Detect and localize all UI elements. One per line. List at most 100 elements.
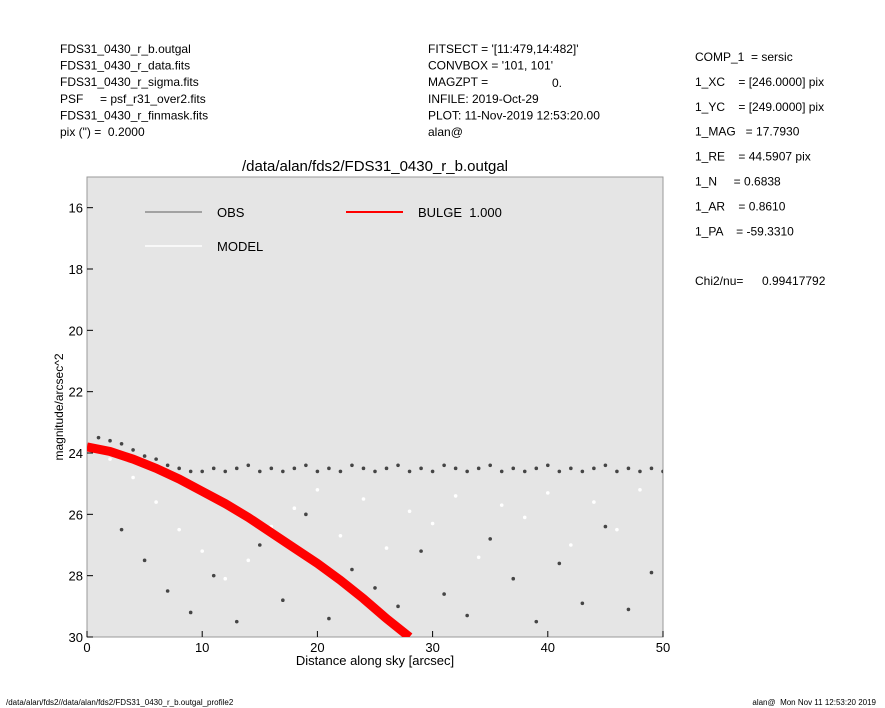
data-point xyxy=(177,527,181,532)
data-point xyxy=(258,543,262,547)
data-point xyxy=(442,463,446,468)
data-point xyxy=(119,442,124,446)
data-point xyxy=(453,466,458,471)
data-point xyxy=(534,466,539,471)
data-point xyxy=(419,466,423,471)
data-point xyxy=(592,500,596,504)
data-point xyxy=(546,463,550,468)
data-point xyxy=(258,469,262,474)
legend-label: MODEL xyxy=(217,239,263,254)
data-point xyxy=(211,466,216,471)
data-point xyxy=(615,469,619,474)
y-tick-label: 24 xyxy=(69,446,83,461)
data-point xyxy=(315,488,320,492)
data-point xyxy=(442,592,446,596)
data-point xyxy=(292,506,297,511)
data-point xyxy=(419,549,423,553)
data-point xyxy=(615,527,619,532)
data-point xyxy=(188,610,193,615)
header-middle-line: alan@ xyxy=(428,125,463,139)
header-left-line: FDS31_0430_r_sigma.fits xyxy=(60,75,199,89)
data-point xyxy=(108,438,112,443)
footer-left: /data/alan/fds2//data/alan/fds2/FDS31_04… xyxy=(6,698,234,707)
data-point xyxy=(407,469,412,474)
data-point xyxy=(246,558,251,563)
data-point xyxy=(569,543,573,547)
data-point xyxy=(154,500,158,504)
header-right-line: 1_RE = 44.5907 pix xyxy=(695,150,811,164)
chart-title: /data/alan/fds2/FDS31_0430_r_b.outgal xyxy=(242,158,508,175)
data-point xyxy=(557,561,562,566)
data-point xyxy=(211,573,216,578)
data-point xyxy=(488,463,493,468)
data-point xyxy=(350,567,354,572)
legend-label: BULGE 1.000 xyxy=(418,205,502,220)
data-point xyxy=(499,469,504,474)
data-point xyxy=(269,466,274,471)
data-point xyxy=(361,466,366,471)
data-point xyxy=(338,469,343,474)
data-point xyxy=(569,466,573,471)
data-point xyxy=(188,469,193,474)
data-point xyxy=(373,586,377,590)
y-axis-label: magnitude/arcsec^2 xyxy=(52,353,66,460)
data-point xyxy=(557,469,562,474)
data-point xyxy=(626,607,631,612)
header-right-line: 1_N = 0.6838 xyxy=(695,175,781,189)
data-point xyxy=(534,619,539,624)
data-point xyxy=(234,619,239,624)
data-point xyxy=(453,494,458,498)
data-point xyxy=(465,613,469,618)
data-point xyxy=(522,515,527,520)
plot-data xyxy=(87,435,663,637)
data-point xyxy=(154,457,158,461)
data-point xyxy=(430,521,435,526)
data-point xyxy=(131,448,135,452)
data-point xyxy=(292,466,297,471)
data-point xyxy=(200,549,204,553)
data-point xyxy=(430,469,435,474)
data-point xyxy=(511,466,516,471)
footer-right: alan@ Mon Nov 11 12:53:20 2019 xyxy=(752,698,876,707)
data-point xyxy=(338,534,343,538)
chi2-value: 0.99417792 xyxy=(762,274,826,288)
x-tick-label: 20 xyxy=(310,640,324,655)
y-tick-label: 22 xyxy=(69,385,83,400)
data-point xyxy=(350,463,354,468)
header-middle-line: MAGZPT = xyxy=(428,75,488,89)
data-point xyxy=(223,469,228,474)
data-point xyxy=(108,457,112,461)
data-point xyxy=(476,466,481,471)
data-point xyxy=(638,469,642,474)
plot-area xyxy=(86,176,664,638)
chi2-label: Chi2/nu= xyxy=(695,274,743,288)
data-point xyxy=(142,454,147,458)
data-point xyxy=(407,509,412,514)
data-point xyxy=(131,475,135,480)
header-middle-line: FITSECT = '[11:479,14:482]' xyxy=(428,42,579,56)
data-point xyxy=(200,469,204,474)
data-point xyxy=(396,604,400,609)
data-point xyxy=(315,469,320,474)
x-axis-label: Distance along sky [arcsec] xyxy=(296,653,454,668)
data-point xyxy=(488,537,493,541)
data-point xyxy=(234,466,239,471)
y-tick-label: 30 xyxy=(69,630,83,645)
data-point xyxy=(396,463,400,468)
data-point xyxy=(96,435,101,440)
y-tick-label: 20 xyxy=(69,323,83,338)
data-point xyxy=(281,469,285,474)
data-point xyxy=(281,598,285,602)
data-point xyxy=(649,570,654,575)
header-left-line: PSF = psf_r31_over2.fits xyxy=(60,92,206,106)
data-point xyxy=(165,463,170,468)
magzpt-value: 0. xyxy=(552,76,562,90)
header-right-line: 1_MAG = 17.7930 xyxy=(695,125,800,139)
data-point xyxy=(119,527,124,532)
x-tick-label: 50 xyxy=(656,640,670,655)
header-middle-line: PLOT: 11-Nov-2019 12:53:20.00 xyxy=(428,108,600,122)
data-point xyxy=(522,469,527,474)
data-point xyxy=(580,601,585,606)
data-point xyxy=(499,503,504,507)
